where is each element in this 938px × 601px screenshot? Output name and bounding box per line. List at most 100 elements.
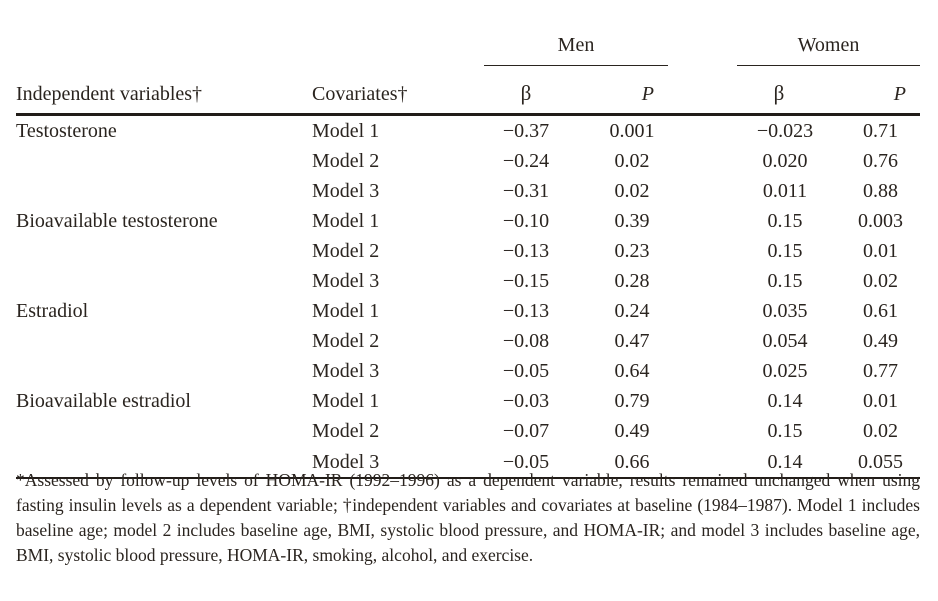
column-gap [668, 417, 737, 447]
women-p-cell: 0.88 [863, 179, 899, 202]
men-beta-cell: −0.05 [502, 360, 550, 383]
covariate-model-cell: Model 3 [312, 270, 380, 293]
men-group-header: Men [484, 16, 669, 66]
table-row: Model 2 −0.08 0.47 0.054 0.49 [16, 327, 920, 357]
header-gap [668, 65, 738, 116]
women-beta-cell: −0.023 [756, 119, 814, 142]
table-header: Men Women Independent variables† Covaria… [16, 16, 921, 116]
men-p-cell: 0.02 [614, 179, 650, 202]
independent-variable-cell [16, 447, 312, 480]
women-p-cell: 0.003 [858, 209, 904, 232]
covariate-model-cell: Model 1 [312, 300, 380, 323]
women-p-cell: 0.71 [863, 119, 899, 142]
independent-variable-cell [16, 146, 312, 176]
table-row: Model 2 −0.24 0.02 0.020 0.76 [16, 146, 920, 176]
men-beta-cell: −0.31 [502, 179, 550, 202]
covariate-model-cell: Model 3 [312, 179, 380, 202]
column-gap [668, 447, 738, 480]
women-p-header: P [829, 65, 921, 116]
women-beta-cell: 0.020 [762, 149, 808, 172]
women-beta-cell: 0.054 [762, 330, 808, 353]
column-gap [668, 357, 737, 387]
women-p-cell: 0.01 [863, 390, 899, 413]
men-beta-header: β [484, 65, 576, 116]
covariate-model-cell: Model 3 [312, 447, 484, 480]
group-header-spacer [16, 16, 484, 66]
independent-variable-cell: Bioavailable testosterone [16, 209, 218, 232]
table-row: Model 3 −0.05 0.66 0.14 0.055 [16, 447, 921, 480]
women-group-header: Women [737, 16, 921, 66]
women-p-cell: 0.49 [863, 330, 899, 353]
column-gap [668, 327, 737, 357]
men-beta-cell: −0.07 [502, 420, 550, 443]
column-gap [668, 387, 737, 417]
table-body: Testosterone Model 1 −0.37 0.001 −0.023 0.71 M… [16, 115, 921, 480]
independent-variable-cell [16, 266, 312, 296]
covariate-model-cell: Model 3 [312, 360, 380, 383]
independent-variable-cell: Testosterone [16, 119, 117, 142]
men-p-cell: 0.66 [576, 447, 669, 480]
column-gap [668, 146, 737, 176]
covariate-model-cell: Model 1 [312, 390, 380, 413]
independent-variable-cell: Estradiol [16, 300, 89, 323]
covariate-model-cell: Model 2 [312, 239, 380, 262]
covariate-model-cell: Model 2 [312, 420, 380, 443]
column-header-row: Independent variables† Covariates† β P β… [16, 65, 921, 116]
women-beta-header: β [737, 65, 830, 116]
men-p-cell: 0.39 [614, 209, 650, 232]
women-beta-cell: 0.035 [762, 300, 808, 323]
group-gap [668, 16, 737, 66]
men-p-cell: 0.64 [614, 360, 650, 383]
table-row: Testosterone Model 1 −0.37 0.001 −0.023 0.71 [16, 115, 920, 147]
independent-variable-cell [16, 357, 312, 387]
women-beta-cell: 0.14 [767, 390, 803, 413]
men-beta-cell: −0.05 [484, 447, 576, 480]
men-beta-cell: −0.13 [502, 239, 550, 262]
women-beta-cell: 0.15 [767, 239, 803, 262]
table-footnote: *Assessed by follow-up levels of HOMA-IR… [16, 470, 920, 565]
table-row: Bioavailable testosterone Model 1 −0.10 0.3… [16, 206, 920, 236]
women-beta-cell: 0.15 [767, 420, 803, 443]
table-row: Model 3 −0.15 0.28 0.15 0.02 [16, 266, 920, 296]
women-beta-cell: 0.15 [767, 209, 803, 232]
men-p-header: P [576, 65, 669, 116]
men-beta-cell: −0.15 [502, 270, 550, 293]
covariates-header: Covariates† [312, 65, 484, 116]
men-beta-cell: −0.37 [502, 119, 550, 142]
women-p-cell: 0.61 [863, 300, 899, 323]
covariate-model-cell: Model 1 [312, 209, 380, 232]
women-beta-cell: 0.025 [762, 360, 808, 383]
results-table: Men Women Independent variables† Covaria… [16, 16, 921, 480]
men-p-cell: 0.79 [614, 390, 650, 413]
women-p-cell: 0.77 [863, 360, 899, 383]
table-row: Bioavailable estradiol Model 1 −0.03 0.79 0.… [16, 387, 920, 417]
men-beta-cell: −0.24 [502, 149, 550, 172]
group-header-row: Men Women [16, 16, 921, 66]
women-p-cell: 0.02 [863, 420, 899, 443]
column-gap [668, 297, 737, 327]
women-p-cell: 0.02 [863, 270, 899, 293]
men-p-cell: 0.02 [614, 149, 650, 172]
independent-variable-cell [16, 417, 312, 447]
independent-variable-cell [16, 176, 312, 206]
independent-variable-cell: Bioavailable estradiol [16, 390, 191, 413]
men-beta-cell: −0.08 [502, 330, 550, 353]
women-p-cell: 0.055 [829, 447, 921, 480]
column-gap [668, 206, 737, 236]
covariate-model-cell: Model 2 [312, 330, 380, 353]
table-row: Model 2 −0.13 0.23 0.15 0.01 [16, 236, 920, 266]
column-gap [668, 266, 737, 296]
women-beta-cell: 0.011 [762, 179, 808, 202]
women-beta-cell: 0.15 [767, 270, 803, 293]
men-p-cell: 0.28 [614, 270, 650, 293]
independent-variables-header: Independent variables† [16, 65, 312, 116]
table-row: Model 3 −0.05 0.64 0.025 0.77 [16, 357, 920, 387]
men-p-cell: 0.24 [614, 300, 650, 323]
table-row: Model 2 −0.07 0.49 0.15 0.02 [16, 417, 920, 447]
men-p-cell: 0.23 [614, 239, 650, 262]
men-beta-cell: −0.10 [502, 209, 550, 232]
covariate-model-cell: Model 2 [312, 149, 380, 172]
table-row: Model 3 −0.31 0.02 0.011 0.88 [16, 176, 920, 206]
women-p-cell: 0.76 [863, 149, 899, 172]
